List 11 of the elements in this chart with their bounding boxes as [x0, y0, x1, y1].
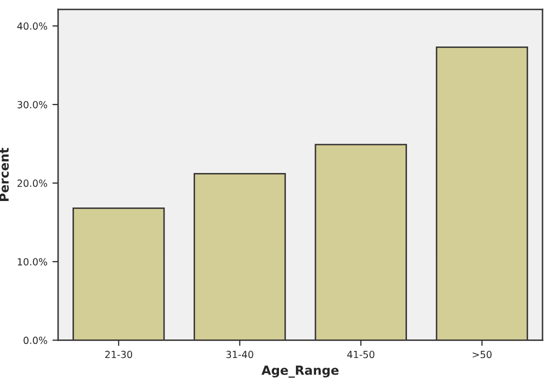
y-tick-label: 0.0% [24, 336, 48, 344]
x-tick-label: 21-30 [105, 350, 132, 358]
x-tick-label: 41-50 [347, 350, 374, 358]
x-axis-title: Age_Range [261, 366, 339, 378]
x-tick-label: >50 [472, 350, 492, 358]
y-tick-label: 20.0% [18, 180, 48, 187]
y-axis-title: Percent [0, 148, 9, 201]
x-tick-label: 31-40 [226, 350, 254, 358]
y-tick-label: 30.0% [18, 100, 48, 108]
y-tick-label: 40.0% [17, 22, 48, 30]
y-tick-label: 10.0% [18, 258, 48, 266]
